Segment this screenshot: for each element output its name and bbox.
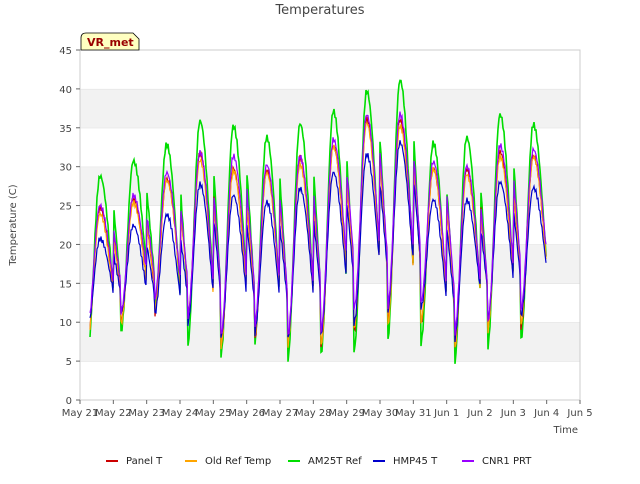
x-tick-label: Jun 4 (533, 408, 559, 419)
grid-band (80, 50, 580, 89)
legend-label: CNR1 PRT (482, 456, 532, 467)
y-tick-label: 25 (59, 202, 72, 213)
series-line-hmp45-t (89, 140, 547, 343)
y-tick-label: 35 (59, 124, 72, 135)
grid-band (80, 88, 580, 128)
grid-band (80, 244, 580, 284)
x-tick-label: Jun 5 (566, 408, 592, 419)
grid-band (80, 283, 580, 323)
x-tick-label: May 27 (262, 408, 299, 419)
y-tick-label: 45 (59, 46, 72, 57)
series-line-cnr1-prt (89, 111, 547, 336)
y-tick-label: 20 (59, 240, 72, 251)
x-tick-label: May 22 (95, 408, 132, 419)
grid-band (80, 322, 580, 362)
x-tick-label: May 24 (162, 408, 199, 419)
legend-label: HMP45 T (393, 456, 438, 467)
y-tick-label: 10 (59, 318, 72, 329)
y-axis-label: Temperature (C) (8, 184, 19, 266)
x-tick-label: May 31 (395, 408, 432, 419)
station-badge: VR_met (80, 32, 140, 51)
x-tick-label: May 25 (195, 408, 232, 419)
grid-band (80, 205, 580, 245)
legend-label: Panel T (126, 456, 163, 467)
plot-frame (79, 49, 581, 401)
legend-label: AM25T Ref (308, 456, 362, 467)
background-bands (80, 49, 580, 400)
y-tick-label: 0 (66, 396, 72, 407)
y-tick-label: 15 (59, 279, 72, 290)
chart-title: Temperatures (274, 3, 364, 18)
y-tick-label: 40 (59, 85, 72, 96)
y-tick-label: 30 (59, 163, 72, 174)
x-tick-label: May 23 (128, 408, 165, 419)
x-tick-label: May 30 (362, 408, 399, 419)
y-axis: 0 5 10 15 20 25 30 35 40 45 (59, 46, 80, 407)
x-tick-label: May 26 (228, 408, 265, 419)
y-tick-label: 5 (66, 357, 72, 368)
legend-label: Old Ref Temp (205, 456, 271, 467)
x-axis-label: Time (553, 425, 578, 436)
station-badge-label: VR_met (87, 36, 134, 49)
x-tick-label: May 21 (62, 408, 99, 419)
grid-band (80, 361, 580, 400)
x-tick-label: Jun 2 (466, 408, 492, 419)
x-tick-label: May 28 (295, 408, 332, 419)
x-tick-label: May 29 (328, 408, 365, 419)
x-tick-label: Jun 1 (433, 408, 459, 419)
series-lines (89, 79, 547, 364)
legend: Panel T Old Ref Temp AM25T Ref HMP45 T CNR1 … (106, 456, 532, 467)
x-tick-label: Jun 3 (500, 408, 526, 419)
